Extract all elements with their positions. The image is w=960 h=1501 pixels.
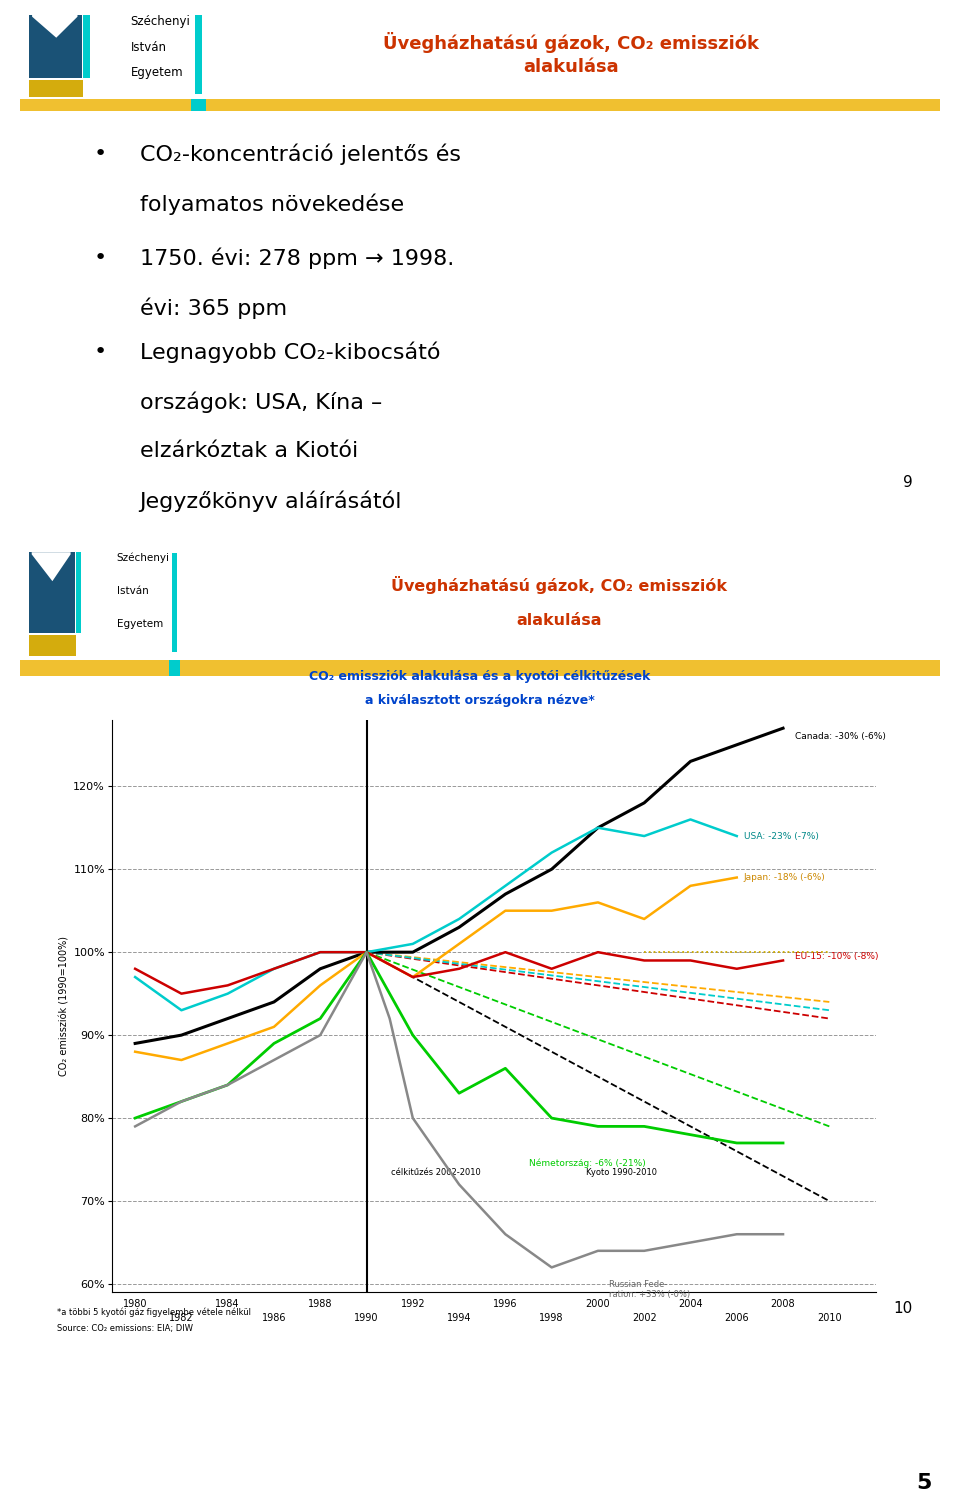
Text: CO₂-koncentráció jelentős és: CO₂-koncentráció jelentős és: [139, 144, 461, 165]
Polygon shape: [32, 15, 78, 38]
Bar: [84, 15, 90, 78]
Text: •: •: [94, 342, 107, 362]
Bar: [29, 635, 76, 656]
Text: 1996: 1996: [493, 1298, 517, 1309]
Text: CO₂ emissziók alakulása és a kyotói célkitűzések: CO₂ emissziók alakulása és a kyotói célk…: [309, 669, 651, 683]
Text: Üvegházhatású gázok, CO₂ emissziók: Üvegházhatású gázok, CO₂ emissziók: [391, 576, 727, 594]
Bar: [29, 12, 126, 96]
Text: alakulása: alakulása: [523, 59, 619, 77]
Text: EU-15: -10% (-8%): EU-15: -10% (-8%): [795, 952, 878, 961]
Y-axis label: CO₂ emissziók (1990=100%): CO₂ emissziók (1990=100%): [60, 937, 69, 1076]
Bar: [76, 552, 82, 633]
Text: Jegyzőkönyv aláírásától: Jegyzőkönyv aláírásától: [139, 491, 402, 512]
Text: 2010: 2010: [817, 1313, 842, 1322]
Text: István: István: [131, 41, 166, 54]
Polygon shape: [32, 552, 71, 581]
Text: 5: 5: [916, 1474, 931, 1493]
Bar: [169, 660, 180, 675]
Text: 1984: 1984: [215, 1298, 240, 1309]
Text: 1980: 1980: [123, 1298, 148, 1309]
Text: 1990: 1990: [354, 1313, 379, 1322]
Text: 1992: 1992: [400, 1298, 425, 1309]
Text: István: István: [116, 585, 149, 596]
Text: 1986: 1986: [262, 1313, 286, 1322]
Text: célkitűzés 2002-2010: célkitűzés 2002-2010: [391, 1168, 481, 1177]
Text: évi: 365 ppm: évi: 365 ppm: [139, 297, 287, 318]
Bar: [20, 545, 940, 660]
Bar: [172, 552, 178, 653]
Text: Canada: -30% (-6%): Canada: -30% (-6%): [795, 732, 885, 741]
Text: 2008: 2008: [771, 1298, 795, 1309]
Text: Egyetem: Egyetem: [131, 66, 183, 80]
Text: 2000: 2000: [586, 1298, 611, 1309]
Text: USA: -23% (-7%): USA: -23% (-7%): [744, 832, 819, 841]
Text: folyamatos növekedése: folyamatos növekedése: [139, 194, 404, 215]
Text: a kiválasztott országokra nézve*: a kiválasztott országokra nézve*: [365, 693, 595, 707]
Text: országok: USA, Kína –: országok: USA, Kína –: [139, 392, 382, 413]
Text: elzárkóztak a Kiotói: elzárkóztak a Kiotói: [139, 441, 358, 461]
Text: Németország: -6% (-21%): Németország: -6% (-21%): [529, 1159, 645, 1168]
Text: *a többi 5 kyotói gáz figyelembe vétele nélkül: *a többi 5 kyotói gáz figyelembe vétele …: [57, 1307, 251, 1316]
Bar: [20, 660, 940, 675]
Bar: [29, 80, 84, 96]
Text: 2002: 2002: [632, 1313, 657, 1322]
Bar: [20, 99, 940, 111]
Text: 2006: 2006: [725, 1313, 749, 1322]
Text: Üvegházhatású gázok, CO₂ emissziók: Üvegházhatású gázok, CO₂ emissziók: [383, 32, 759, 53]
Text: Russian Fede-
ration: +33% (-0%): Russian Fede- ration: +33% (-0%): [610, 1280, 690, 1300]
Text: Kyoto 1990-2010: Kyoto 1990-2010: [586, 1168, 657, 1177]
Text: 10: 10: [893, 1301, 912, 1316]
Bar: [20, 11, 940, 99]
Text: 1982: 1982: [169, 1313, 194, 1322]
Text: 1750. évi: 278 ppm → 1998.: 1750. évi: 278 ppm → 1998.: [139, 248, 454, 269]
Text: Source: CO₂ emissions: EIA; DIW: Source: CO₂ emissions: EIA; DIW: [57, 1324, 193, 1333]
Bar: [191, 99, 205, 111]
Text: 1988: 1988: [308, 1298, 332, 1309]
Bar: [195, 15, 203, 95]
Text: Japan: -18% (-6%): Japan: -18% (-6%): [744, 874, 826, 883]
Text: •: •: [94, 248, 107, 267]
Bar: [29, 549, 112, 656]
Text: Széchenyi: Széchenyi: [131, 15, 190, 29]
Text: 1998: 1998: [540, 1313, 564, 1322]
Text: •: •: [94, 144, 107, 164]
Text: alakulása: alakulása: [516, 612, 601, 627]
Bar: [29, 552, 75, 633]
Text: Széchenyi: Széchenyi: [116, 552, 170, 563]
Text: 2004: 2004: [678, 1298, 703, 1309]
Bar: [29, 15, 83, 78]
Text: 1994: 1994: [446, 1313, 471, 1322]
Text: Egyetem: Egyetem: [116, 618, 163, 629]
Text: 9: 9: [902, 476, 912, 491]
Text: Legnagyobb CO₂-kibocsátó: Legnagyobb CO₂-kibocsátó: [139, 342, 440, 363]
